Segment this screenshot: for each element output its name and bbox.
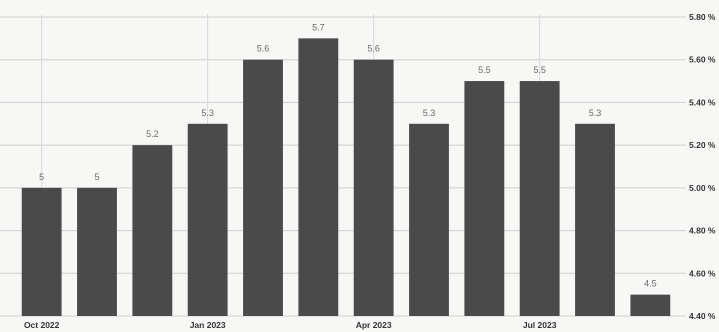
data-label: 5.3 [589, 108, 602, 118]
data-label: 5.7 [312, 22, 325, 32]
bar [409, 123, 449, 317]
x-tick-label: Jul 2023 [523, 320, 557, 330]
bar [243, 59, 283, 316]
data-label: 5 [39, 172, 44, 182]
x-tick-label: Oct 2022 [24, 320, 60, 330]
x-tick-label: Jan 2023 [190, 320, 226, 330]
bar [519, 81, 560, 316]
y-tick-label: 5.60 % [689, 55, 716, 65]
y-tick-label: 5.40 % [689, 97, 716, 107]
label-layer: 5 5 5.2 5.3 5.6 5.7 5.6 5.3 5.5 5.5 5.3 4.5 [39, 22, 656, 288]
bar [298, 38, 339, 316]
x-tick-label: Apr 2023 [356, 320, 392, 330]
y-tick-label: 4.80 % [689, 226, 716, 236]
data-label: 5.6 [257, 44, 270, 54]
y-tick-label: 5.80 % [689, 12, 716, 22]
bar [132, 145, 173, 316]
data-label: 5.2 [146, 129, 159, 139]
x-axis: Oct 2022 Jan 2023 Apr 2023 Jul 2023 [24, 320, 557, 330]
y-tick-label: 4.40 % [689, 311, 716, 321]
y-tick-label: 5.20 % [689, 140, 716, 150]
bar [77, 187, 117, 316]
bar [575, 123, 615, 317]
data-label: 5.6 [367, 44, 380, 54]
bar [630, 294, 671, 316]
data-label: 5.5 [478, 65, 491, 75]
data-label: 4.5 [644, 279, 657, 289]
bar [187, 123, 228, 317]
data-label: 5.3 [423, 108, 436, 118]
bar-layer [21, 38, 671, 317]
bar [353, 59, 394, 316]
bar [21, 187, 62, 316]
bar [464, 81, 505, 316]
data-label: 5.3 [201, 108, 214, 118]
data-label: 5.5 [533, 65, 546, 75]
y-axis: 4.40 % 4.60 % 4.80 % 5.00 % 5.20 % 5.40 % 5.60… [689, 12, 716, 321]
y-tick-label: 4.60 % [689, 268, 716, 278]
y-tick-label: 5.00 % [689, 183, 716, 193]
data-label: 5 [94, 172, 99, 182]
